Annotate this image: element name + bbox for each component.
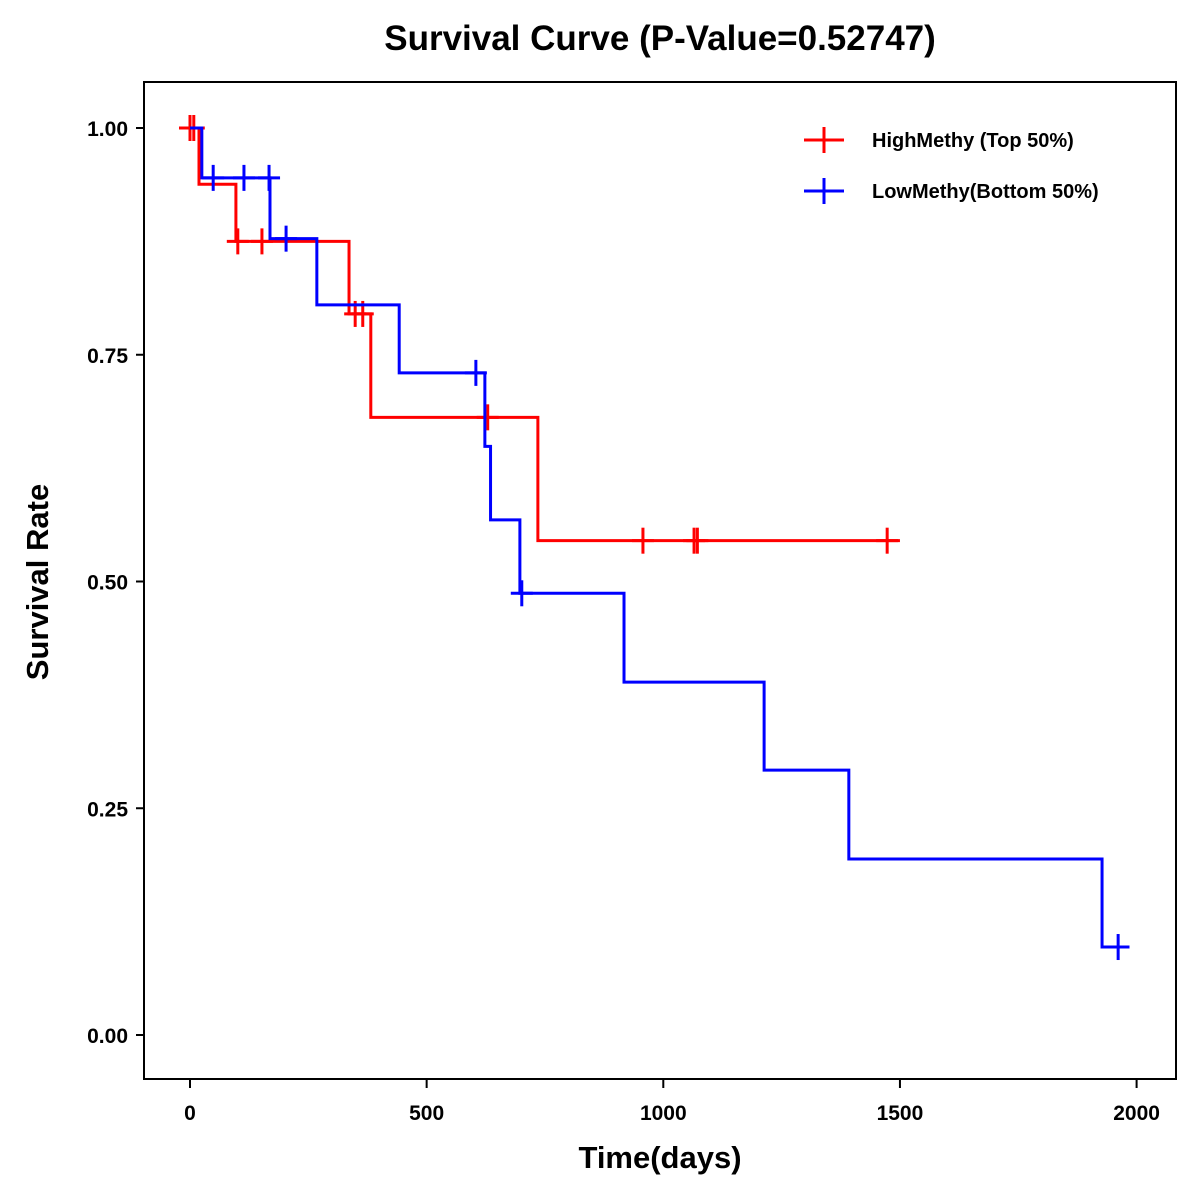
survival-step-line xyxy=(190,126,1130,949)
censor-mark xyxy=(258,164,281,191)
censor-mark xyxy=(631,527,654,554)
legend: HighMethy (Top 50%) LowMethy(Bottom 50%) xyxy=(804,127,1099,204)
censor-mark xyxy=(250,228,273,255)
censor-mark xyxy=(275,225,298,252)
chart-title: Survival Curve (P-Value=0.52747) xyxy=(384,19,936,58)
series-highmethy xyxy=(179,115,900,554)
censor-mark xyxy=(686,527,709,554)
plot-frame xyxy=(143,81,1177,1080)
x-tick-label: 1500 xyxy=(877,1102,924,1125)
y-tick-label: 1.00 xyxy=(87,118,128,141)
censor-mark xyxy=(226,228,249,255)
legend-item: HighMethy (Top 50%) xyxy=(804,127,1074,153)
x-tick-label: 1000 xyxy=(640,1102,687,1125)
y-axis-label: Survival Rate xyxy=(20,484,55,680)
legend-item: LowMethy(Bottom 50%) xyxy=(804,178,1099,204)
x-tick-label: 2000 xyxy=(1113,1102,1160,1125)
y-tick-label: 0.75 xyxy=(87,345,128,368)
censor-mark xyxy=(464,359,487,386)
censor-mark xyxy=(476,404,499,431)
legend-label: HighMethy (Top 50%) xyxy=(872,130,1074,152)
series-lowmethy xyxy=(190,126,1130,961)
censor-mark xyxy=(876,527,899,554)
x-tick-label: 0 xyxy=(184,1102,196,1125)
x-axis: 0 500 1000 1500 2000 xyxy=(184,1080,1160,1125)
y-tick-label: 0.50 xyxy=(87,572,128,595)
survival-step-line xyxy=(190,126,900,543)
x-tick-label: 500 xyxy=(409,1102,444,1125)
y-axis: 0.00 0.25 0.50 0.75 1.00 xyxy=(87,118,144,1048)
x-axis-label: Time(days) xyxy=(578,1140,741,1175)
censor-mark xyxy=(1107,934,1130,961)
censor-mark xyxy=(510,580,533,607)
y-tick-label: 0.25 xyxy=(87,798,128,821)
series-layer xyxy=(179,115,1130,961)
censor-mark xyxy=(232,164,255,191)
y-tick-label: 0.00 xyxy=(87,1025,128,1048)
censor-mark xyxy=(202,164,225,191)
legend-label: LowMethy(Bottom 50%) xyxy=(872,181,1099,203)
